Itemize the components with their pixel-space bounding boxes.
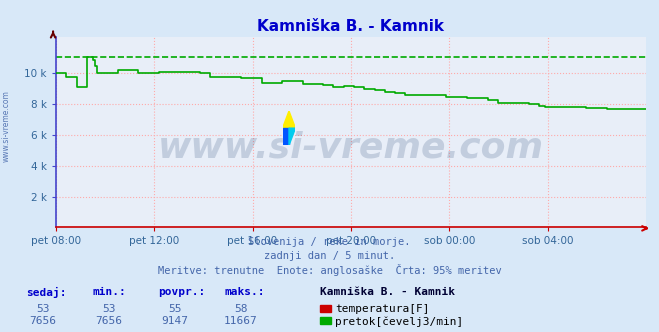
Text: povpr.:: povpr.: — [158, 287, 206, 297]
Text: maks.:: maks.: — [224, 287, 264, 297]
Text: temperatura[F]: temperatura[F] — [335, 304, 429, 314]
Text: 11667: 11667 — [223, 316, 258, 326]
Text: pretok[čevelj3/min]: pretok[čevelj3/min] — [335, 316, 463, 327]
Text: 53: 53 — [102, 304, 115, 314]
Polygon shape — [283, 111, 295, 128]
Text: Meritve: trenutne  Enote: anglosaške  Črta: 95% meritev: Meritve: trenutne Enote: anglosaške Črta… — [158, 264, 501, 276]
Text: 9147: 9147 — [161, 316, 188, 326]
Text: 55: 55 — [168, 304, 181, 314]
Polygon shape — [289, 128, 295, 145]
Text: sedaj:: sedaj: — [26, 287, 67, 298]
Text: 53: 53 — [36, 304, 49, 314]
Text: Slovenija / reke in morje.: Slovenija / reke in morje. — [248, 237, 411, 247]
Title: Kamniška B. - Kamnik: Kamniška B. - Kamnik — [258, 19, 444, 34]
Polygon shape — [283, 128, 289, 145]
Text: zadnji dan / 5 minut.: zadnji dan / 5 minut. — [264, 251, 395, 261]
Text: 58: 58 — [234, 304, 247, 314]
Text: min.:: min.: — [92, 287, 126, 297]
Text: 7656: 7656 — [30, 316, 56, 326]
Text: Kamniška B. - Kamnik: Kamniška B. - Kamnik — [320, 287, 455, 297]
Text: www.si-vreme.com: www.si-vreme.com — [2, 90, 11, 162]
Text: 7656: 7656 — [96, 316, 122, 326]
Text: www.si-vreme.com: www.si-vreme.com — [158, 130, 544, 164]
